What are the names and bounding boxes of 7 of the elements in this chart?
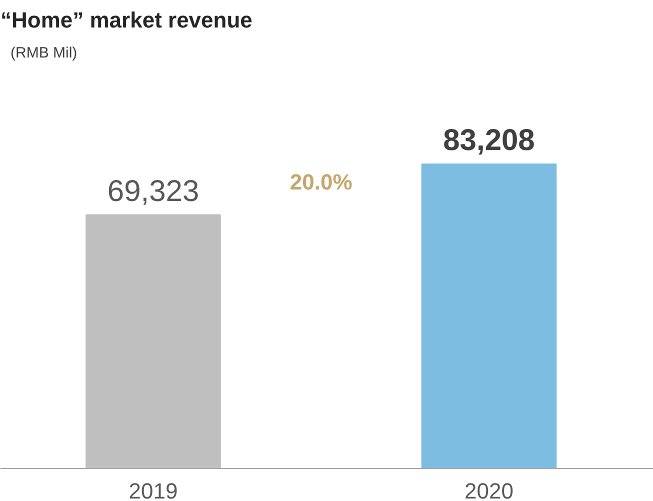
chart-title: “Home” market revenue — [0, 8, 252, 32]
data-label: 83,208 — [443, 124, 535, 157]
annotation: 20.0% — [290, 169, 352, 194]
data-label: 69,323 — [107, 174, 200, 208]
chart-subtitle: (RMB Mil) — [10, 44, 78, 62]
x-tick-label: 2019 — [128, 478, 178, 501]
x-tick-label: 2020 — [464, 478, 514, 501]
